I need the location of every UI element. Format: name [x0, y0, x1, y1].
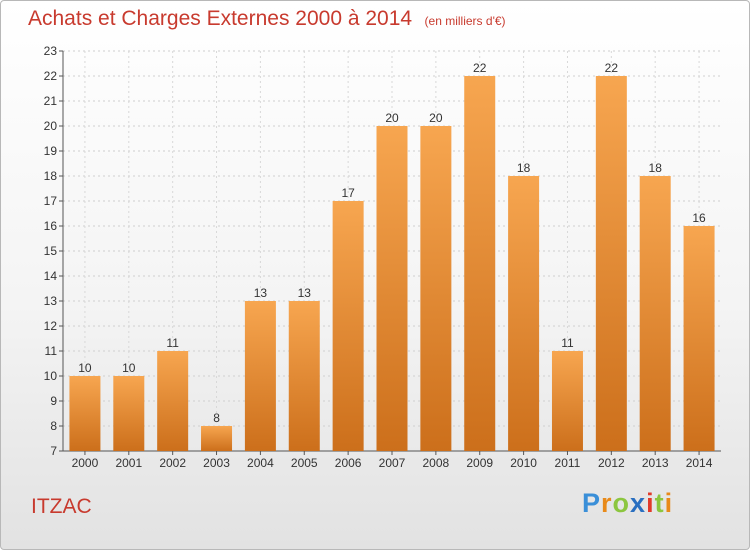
y-tick-label: 11 [45, 344, 58, 358]
data-label: 11 [166, 336, 179, 350]
bar-2002 [157, 351, 189, 451]
logo-letter: i [646, 488, 655, 518]
data-label: 22 [473, 61, 487, 75]
x-tick-label: 2004 [247, 456, 274, 470]
data-label: 10 [78, 361, 92, 375]
bar-2005 [288, 301, 320, 451]
logo-letter: t [654, 488, 665, 518]
bar-2008 [420, 126, 452, 451]
y-tick-label: 7 [50, 444, 57, 458]
bar-2003 [201, 426, 233, 451]
logo-letter: i [664, 488, 674, 518]
y-tick-label: 12 [44, 319, 58, 333]
y-tick-label: 8 [50, 419, 57, 433]
x-tick-label: 2013 [642, 456, 669, 470]
y-tick-label: 10 [44, 369, 58, 383]
y-tick-label: 13 [44, 294, 58, 308]
data-label: 13 [254, 286, 268, 300]
chart-unit: (en milliers d'€) [424, 14, 506, 28]
data-label: 16 [692, 211, 706, 225]
y-tick-label: 22 [44, 69, 58, 83]
x-tick-label: 2000 [72, 456, 99, 470]
bar-2000 [69, 376, 101, 451]
data-label: 10 [122, 361, 136, 375]
data-label: 17 [341, 186, 355, 200]
x-tick-label: 2006 [335, 456, 362, 470]
y-tick-label: 19 [44, 144, 58, 158]
title-row: Achats et Charges Externes 2000 à 2014 (… [28, 7, 506, 31]
proxiti-logo: Proxiti [582, 488, 673, 519]
bar-2010 [508, 176, 540, 451]
x-tick-label: 2005 [291, 456, 318, 470]
data-label: 22 [605, 61, 619, 75]
y-tick-label: 16 [44, 219, 58, 233]
y-tick-label: 15 [44, 244, 58, 258]
data-label: 11 [561, 336, 574, 350]
y-tick-label: 17 [44, 194, 58, 208]
chart-title: Achats et Charges Externes 2000 à 2014 [28, 7, 413, 30]
x-tick-label: 2011 [555, 456, 581, 470]
y-tick-label: 21 [44, 94, 58, 108]
data-label: 18 [517, 161, 531, 175]
x-tick-label: 2007 [379, 456, 406, 470]
bar-layer [69, 76, 715, 451]
commune-name: ITZAC [31, 495, 92, 518]
x-tick-label: 2014 [686, 456, 713, 470]
data-label: 8 [213, 411, 220, 425]
data-label: 13 [298, 286, 312, 300]
y-tick-label: 20 [44, 119, 58, 133]
bar-2013 [639, 176, 671, 451]
y-tick-label: 23 [44, 44, 58, 58]
x-tick-label: 2009 [466, 456, 493, 470]
y-tick-label: 14 [44, 269, 58, 283]
logo-letter: x [630, 488, 647, 518]
data-label: 18 [649, 161, 663, 175]
logo-letter: P [582, 488, 602, 518]
logo-letter: o [612, 488, 631, 518]
label-layer: 10 10 11 8 13 13 17 20 20 22 18 11 22 18 16 [78, 61, 706, 425]
x-tick-label: 2001 [115, 456, 142, 470]
x-tick-label: 2008 [423, 456, 450, 470]
bar-2001 [113, 376, 145, 451]
y-tick-label: 18 [44, 169, 58, 183]
x-tick-label: 2012 [598, 456, 625, 470]
bar-2012 [595, 76, 627, 451]
bar-2007 [376, 126, 408, 451]
bar-2004 [244, 301, 276, 451]
bar-2006 [332, 201, 364, 451]
x-tick-label: 2003 [203, 456, 230, 470]
bar-2011 [551, 351, 583, 451]
bar-2014 [683, 226, 715, 451]
logo-letter: r [601, 488, 613, 518]
x-tick-label: 2010 [510, 456, 537, 470]
bar-2009 [464, 76, 496, 451]
data-label: 20 [429, 111, 443, 125]
x-tick-label: 2002 [159, 456, 186, 470]
data-label: 20 [385, 111, 399, 125]
y-tick-label: 9 [50, 394, 57, 408]
